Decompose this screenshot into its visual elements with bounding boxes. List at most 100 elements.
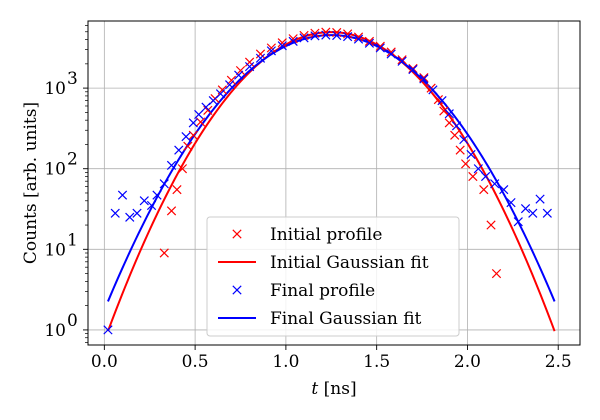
y-tick-exponent: 2 [67, 150, 78, 170]
data-point-series-0 [277, 38, 287, 48]
data-point-series-2 [255, 53, 266, 63]
x-tick-label: 0.5 [182, 352, 209, 372]
data-point-series-0 [244, 57, 255, 67]
legend-entry: Initial Gaussian fit [218, 253, 429, 273]
data-point-series-2 [473, 164, 483, 174]
data-point-series-0 [172, 185, 182, 195]
data-point-series-0 [353, 32, 364, 42]
x-tick-label: 0.0 [91, 352, 118, 372]
data-point-series-0 [491, 268, 502, 279]
data-point-series-2 [332, 30, 342, 41]
data-point-series-2 [408, 64, 418, 75]
y-tick-exponent: 1 [67, 230, 78, 250]
legend-entry: Initial profile [232, 225, 382, 245]
data-point-series-0 [177, 164, 188, 174]
data-point-series-0 [266, 43, 276, 53]
data-point-series-2 [132, 208, 142, 218]
data-point-series-0 [460, 159, 471, 169]
fit-line-series-1 [107, 31, 556, 332]
data-point-series-0 [486, 220, 496, 230]
legend-marker [232, 229, 242, 239]
data-point-series-2 [528, 208, 538, 218]
y-tick-label: 10 [44, 79, 66, 99]
data-point-series-2 [428, 85, 438, 95]
data-point-series-0 [386, 47, 396, 57]
data-point-series-0 [455, 145, 465, 155]
data-point-series-0 [203, 105, 213, 115]
x-tick-label: 1.5 [363, 352, 390, 372]
data-point-series-2 [490, 179, 500, 189]
data-point-series-2 [188, 118, 198, 128]
data-point-series-2 [375, 43, 385, 53]
data-point-series-2 [110, 208, 120, 218]
data-point-series-0 [364, 36, 375, 46]
data-point-series-0 [375, 41, 385, 51]
x-axis-label: t [ns] [311, 379, 356, 399]
data-point-series-0 [468, 171, 478, 182]
data-point-series-0 [439, 106, 449, 116]
legend-label: Final profile [270, 281, 375, 301]
data-point-series-0 [183, 141, 193, 151]
legend-label: Initial profile [270, 225, 382, 245]
data-point-series-2 [310, 31, 320, 41]
legend-entry: Final Gaussian fit [218, 309, 422, 329]
data-point-series-2 [459, 134, 469, 145]
data-point-series-2 [437, 95, 447, 106]
y-tick-exponent: 3 [67, 69, 78, 89]
data-point-series-2 [181, 132, 191, 142]
data-point-series-0 [299, 30, 309, 41]
x-tick-label: 2.0 [454, 352, 481, 372]
data-point-series-0 [479, 185, 489, 195]
data-point-series-2 [159, 179, 169, 189]
legend-label: Final Gaussian fit [270, 309, 422, 329]
data-point-series-0 [397, 55, 407, 65]
data-point-series-2 [513, 217, 523, 227]
grid [88, 21, 580, 345]
data-point-series-0 [159, 248, 169, 258]
data-point-series-0 [288, 34, 298, 44]
data-point-series-2 [342, 32, 353, 42]
data-point-series-2 [152, 190, 162, 200]
data-point-series-0 [188, 130, 198, 140]
data-point-series-2 [194, 109, 204, 120]
data-point-series-2 [224, 80, 235, 90]
data-point-series-2 [117, 190, 128, 200]
data-point-series-0 [433, 94, 444, 105]
data-point-series-2 [480, 171, 491, 182]
data-point-series-2 [451, 121, 462, 131]
data-point-series-0 [450, 130, 460, 140]
data-point-series-2 [444, 109, 454, 119]
data-point-series-2 [535, 194, 545, 204]
data-point-series-2 [277, 41, 287, 51]
data-point-series-2 [353, 34, 364, 44]
data-point-series-0 [166, 206, 177, 216]
data-point-series-2 [146, 200, 157, 211]
data-point-series-2 [244, 61, 255, 72]
legend: Initial profile Initial Gaussian fit Final… [206, 216, 460, 337]
data-point-series-2 [466, 149, 476, 160]
data-point-series-2 [208, 95, 218, 106]
axes-frame [87, 20, 581, 346]
data-point-series-0 [255, 49, 266, 59]
data-point-series-0 [419, 72, 429, 83]
data-point-series-2 [139, 196, 149, 206]
data-point-series-2 [499, 185, 509, 195]
legend-marker [232, 285, 242, 295]
y-axis-label: Counts [arb. units] [21, 102, 41, 264]
data-point-series-2 [215, 89, 226, 99]
data-point-series-2 [166, 160, 177, 170]
legend-label: Initial Gaussian fit [270, 253, 429, 273]
data-point-series-0 [310, 28, 320, 38]
data-point-series-2 [542, 208, 552, 218]
x-axis-unit: [ns] [318, 379, 356, 399]
data-point-series-0 [321, 27, 331, 37]
data-point-series-2 [266, 46, 276, 56]
data-point-series-2 [174, 145, 184, 155]
data-point-series-2 [125, 212, 135, 222]
data-point-series-0 [408, 63, 418, 74]
x-axis-variable: t [311, 379, 318, 399]
y-tick-label: 10 [44, 240, 66, 260]
y-tick-label: 10 [44, 321, 66, 341]
